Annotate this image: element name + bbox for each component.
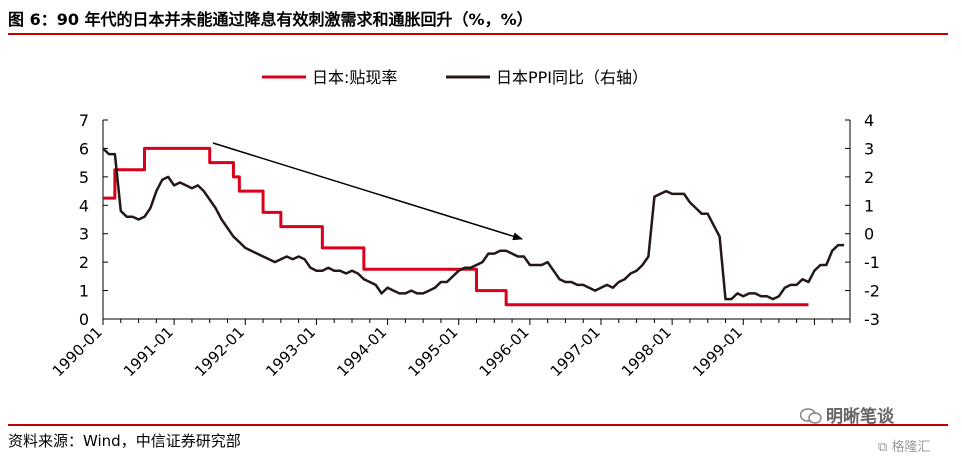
x-tick-label: 1995-01 [404,323,461,380]
chat-bubble-icon [800,408,822,424]
watermark: 明晰笔谈 [800,402,894,427]
x-tick-label: 1990-01 [49,323,106,380]
series-line-discount-rate [103,146,809,307]
x-tick-label: 1996-01 [476,323,533,380]
x-tick-label: 1999-01 [689,323,746,380]
watermark-text: 明晰笔谈 [826,407,894,427]
logo-icon: ⧉ [878,440,888,455]
y-left-tick-label: 2 [79,253,89,272]
legend-item-ppi: 日本PPI同比（右轴） [446,68,648,87]
y-left-tick-label: 5 [79,168,89,187]
watermark-logo-text: 格隆汇 [891,440,931,455]
y-left-tick-label: 7 [79,111,89,130]
y-right-tick-label: 0 [864,225,874,244]
y-right-tick-label: -2 [864,282,880,301]
series-layer [102,146,845,307]
x-tick-label: 1994-01 [333,323,390,380]
y-right-tick-label: 1 [864,196,874,215]
x-tick-label: 1997-01 [547,323,604,380]
y-left-tick-label: 4 [79,196,89,215]
x-tick-label: 1998-01 [618,323,675,380]
trend-arrow [212,142,523,241]
y-right-tick-label: -3 [864,310,880,329]
x-tick-label: 1993-01 [262,323,319,380]
y-left-tick-label: 6 [79,139,89,158]
watermark-logo: ⧉ 格隆汇 [878,436,930,455]
axes: 0 1 2 3 4 5 6 7 -3 -2 -1 0 1 2 3 4 1990-01 1991-01 1992-01… [49,111,880,380]
legend-label: 日本:贴现率 [312,68,397,87]
y-right-tick-label: 2 [864,168,874,187]
footer-divider [8,424,948,426]
y-left-tick-label: 1 [79,282,89,301]
y-left-tick-label: 0 [79,310,89,329]
legend-label: 日本PPI同比（右轴） [496,68,648,87]
title-divider [8,33,948,35]
x-tick-label: 1991-01 [120,323,177,380]
legend-item-discount-rate: 日本:贴现率 [262,68,397,87]
chart-title: 图 6：90 年代的日本并未能通过降息有效刺激需求和通胀回升（%，%） [8,10,533,29]
legend: 日本:贴现率 日本PPI同比（右轴） [262,68,648,87]
y-right-tick-label: 3 [864,139,874,158]
series-line-ppi [102,147,845,301]
source-note: 资料来源：Wind，中信证券研究部 [8,432,241,450]
y-right-tick-label: 4 [864,111,874,130]
y-right-tick-label: -1 [864,253,880,272]
x-tick-label: 1992-01 [191,323,248,380]
y-left-tick-label: 3 [79,225,89,244]
